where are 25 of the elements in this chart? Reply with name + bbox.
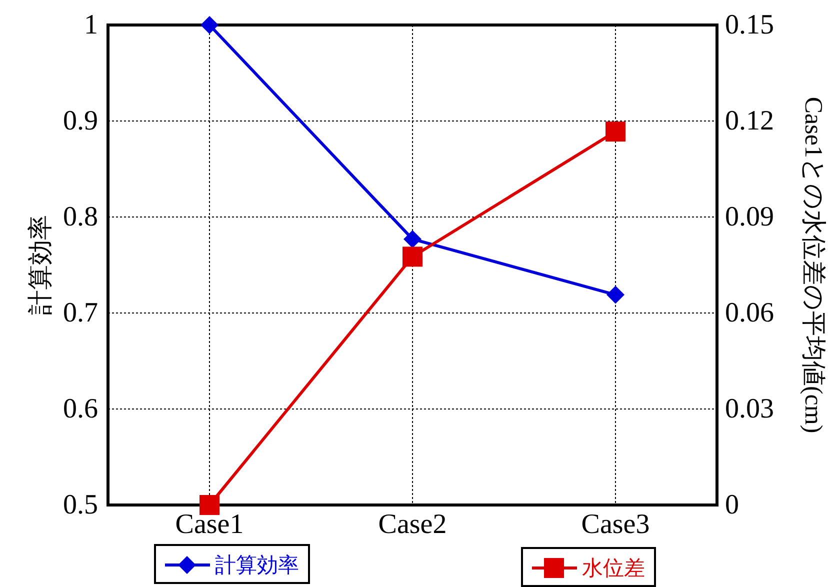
x-tick-label: Case3 [581, 509, 650, 540]
y2-tick-label: 0.09 [725, 202, 774, 232]
x-tick-label: Case1 [175, 509, 244, 540]
y2-tick-label: 0.06 [725, 298, 774, 328]
point [200, 16, 218, 34]
y-tick-label: 0.9 [63, 106, 98, 136]
y2-tick-label: 0.15 [725, 10, 774, 40]
point [200, 495, 220, 515]
y-tick-label: 0.5 [63, 490, 98, 520]
y-tick-label: 0.6 [63, 394, 98, 424]
point [606, 122, 626, 142]
point [404, 230, 422, 248]
legend-label: 水位差 [582, 556, 645, 580]
y-axis-title: 計算効率 [26, 215, 54, 315]
y2-tick-label: 0.03 [725, 394, 774, 424]
point [402, 246, 422, 267]
y2-tick-label: 0.12 [725, 106, 774, 136]
y-tick-label: 0.7 [63, 298, 98, 328]
legend-label: 計算効率 [215, 553, 299, 577]
y-tick-label: 0.8 [63, 202, 98, 232]
y-tick-label: 1 [84, 10, 98, 40]
y2-tick-label: 0 [725, 490, 739, 520]
x-tick-label: Case2 [378, 509, 447, 540]
point [606, 286, 624, 304]
y2-axis-title: Case1との水位差の平均値(cm) [800, 96, 826, 434]
